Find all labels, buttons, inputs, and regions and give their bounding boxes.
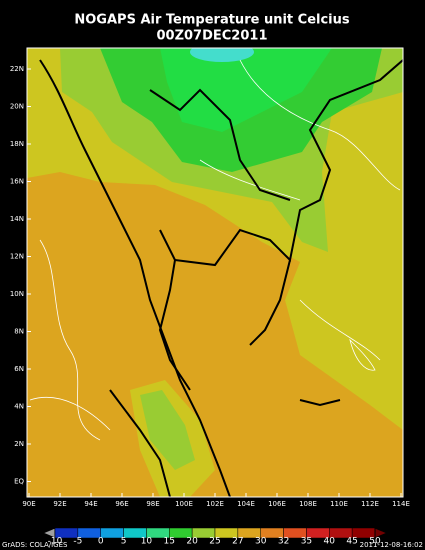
lat-label: 10N	[10, 290, 24, 298]
colorbar-label: 32	[278, 537, 289, 547]
colorbar-label: 40	[324, 537, 336, 547]
colorbar-label: 35	[301, 537, 312, 547]
lon-label: 102E	[206, 500, 224, 508]
lon-label: 98E	[146, 500, 159, 508]
colorbar-label: 5	[121, 537, 127, 547]
footer-right: 2011-12-08-16:02	[360, 541, 423, 549]
title: NOGAPS Air Temperature unit Celcius	[74, 13, 350, 28]
colorbar-label: 45	[346, 537, 357, 547]
lon-label: 110E	[330, 500, 348, 508]
lat-label: 6N	[14, 365, 24, 373]
lon-label: 90E	[22, 500, 35, 508]
lat-label: 22N	[10, 65, 24, 73]
lat-label: 16N	[10, 178, 24, 186]
lat-label: 4N	[14, 403, 24, 411]
lat-label: 20N	[10, 103, 24, 111]
lat-label: 2N	[14, 440, 24, 448]
lat-label: 12N	[10, 253, 24, 261]
colorbar-label: -10	[48, 537, 63, 547]
lon-label: 92E	[53, 500, 66, 508]
colorbar-label: 27	[232, 537, 243, 547]
map	[26, 47, 404, 498]
lon-label: 106E	[268, 500, 286, 508]
lon-label: 104E	[237, 500, 255, 508]
lon-label: 94E	[84, 500, 97, 508]
colorbar-end	[374, 527, 389, 539]
subtitle: 00Z07DEC2011	[156, 29, 267, 44]
lat-label: 14N	[10, 215, 24, 223]
lon-label: 112E	[361, 500, 379, 508]
colorbar-label: 50	[369, 537, 381, 547]
colorbar-label: 20	[186, 537, 198, 547]
colorbar-label: 15	[164, 537, 175, 547]
lon-label: 108E	[299, 500, 317, 508]
colorbar-label: 10	[141, 537, 153, 547]
lat-label: 8N	[14, 328, 24, 336]
lon-label: 100E	[175, 500, 193, 508]
lat-label: EQ	[14, 478, 24, 486]
colorbar-label: 30	[255, 537, 267, 547]
lon-label: 96E	[115, 500, 128, 508]
colorbar-label: 25	[209, 537, 220, 547]
colorbar-label: -5	[73, 537, 82, 547]
lat-label: 18N	[10, 140, 24, 148]
colorbar-label: 0	[98, 537, 104, 547]
lon-label: 114E	[392, 500, 410, 508]
footer-left: GrADS: COLA/IGES	[2, 541, 68, 549]
